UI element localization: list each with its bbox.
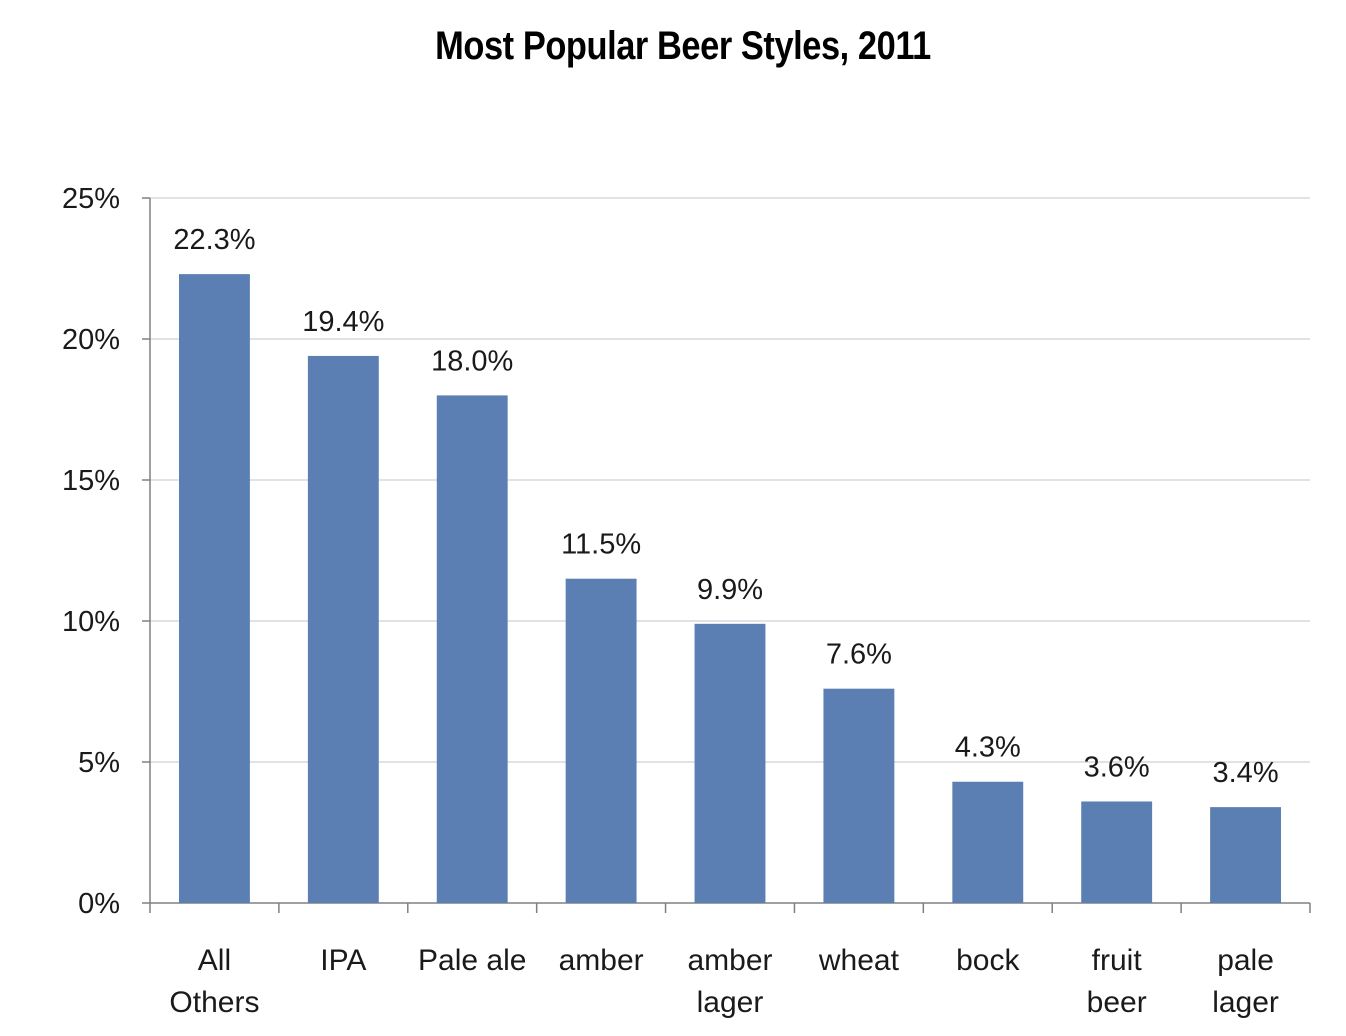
y-tick-label: 15% xyxy=(62,465,120,497)
x-category-label-line: fruit xyxy=(1092,944,1143,977)
bar xyxy=(436,395,508,903)
y-tick-label: 5% xyxy=(78,747,120,779)
x-category-label-line: lager xyxy=(1212,986,1279,1019)
x-category-label: Pale ale xyxy=(418,944,526,977)
x-category-label-line: lager xyxy=(697,986,764,1019)
bars xyxy=(179,274,1281,903)
x-category-label-line: bock xyxy=(956,944,1020,977)
data-label: 3.6% xyxy=(1084,751,1150,783)
x-category-label: All Others xyxy=(169,944,259,1019)
x-category-label: bock xyxy=(956,944,1020,977)
y-tick-label: 0% xyxy=(78,888,120,920)
data-label: 19.4% xyxy=(302,306,384,338)
x-category-label-line: beer xyxy=(1087,986,1147,1019)
data-label: 11.5% xyxy=(561,529,641,561)
data-label: 9.9% xyxy=(697,574,763,606)
data-label: 3.4% xyxy=(1213,757,1279,789)
bar xyxy=(694,623,766,903)
x-category-label: IPA xyxy=(320,944,366,977)
bar xyxy=(952,781,1024,903)
bar xyxy=(823,688,895,903)
x-category-label: wheat xyxy=(818,944,900,977)
x-category-label-line: Others xyxy=(169,986,259,1019)
y-tick-label: 10% xyxy=(62,606,120,638)
chart-title: Most Popular Beer Styles, 2011 xyxy=(435,24,931,68)
x-category-label: amber xyxy=(559,944,644,977)
x-category-label-line: All xyxy=(198,944,231,977)
bar xyxy=(179,274,250,903)
data-label: 18.0% xyxy=(431,345,513,377)
y-tick-label: 20% xyxy=(62,324,120,356)
y-tick-label: 25% xyxy=(62,183,120,215)
x-category-label: amber lager xyxy=(687,944,772,1019)
x-category-label-line: amber xyxy=(687,944,772,977)
bar xyxy=(1210,807,1281,903)
x-category-label: fruit beer xyxy=(1087,944,1147,1019)
bar xyxy=(1081,801,1153,903)
bar xyxy=(307,355,379,903)
bar xyxy=(565,578,637,903)
x-category-label-line: amber xyxy=(559,944,644,977)
data-label: 22.3% xyxy=(173,224,255,256)
x-category-label-line: wheat xyxy=(818,944,900,977)
labels: 0% 5% 10% 15% 20% 25% 22.3% All Others 19.4% IPA 18… xyxy=(62,183,1279,1019)
data-label: 7.6% xyxy=(826,639,892,671)
x-category-label-line: pale xyxy=(1217,944,1274,977)
x-category-label-line: Pale ale xyxy=(418,944,526,977)
data-label: 4.3% xyxy=(955,732,1021,764)
x-category-label: pale lager xyxy=(1212,944,1279,1019)
x-category-label-line: IPA xyxy=(320,944,366,977)
